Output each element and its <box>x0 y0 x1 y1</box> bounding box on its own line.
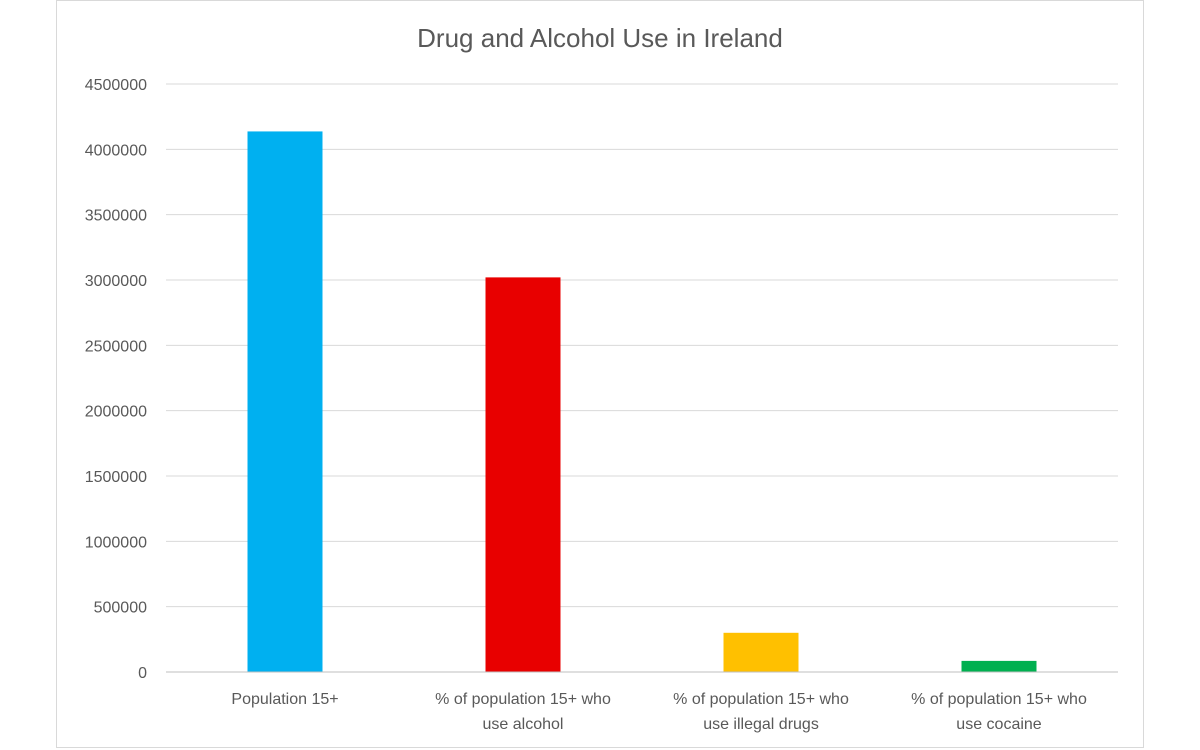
chart-title: Drug and Alcohol Use in Ireland <box>417 23 783 53</box>
x-category-label-line: % of population 15+ who <box>435 691 611 708</box>
y-tick-label: 2000000 <box>85 404 147 421</box>
bar <box>961 660 1037 672</box>
x-category-label: Population 15+ <box>231 691 338 708</box>
x-category-label-line: Population 15+ <box>231 691 338 708</box>
y-tick-label: 1500000 <box>85 469 147 486</box>
bar <box>723 632 799 672</box>
y-tick-label: 1000000 <box>85 534 147 551</box>
x-category-label: % of population 15+ who use cocaine <box>911 691 1087 733</box>
x-category-label-line: % of population 15+ who <box>673 691 849 708</box>
chart-frame <box>56 0 1144 748</box>
y-tick-label: 3000000 <box>85 273 147 290</box>
y-axis-tick-labels: 0 500000 1000000 1500000 2000000 2500000 30000… <box>85 77 147 682</box>
gridlines <box>166 83 1118 608</box>
y-tick-label: 0 <box>138 665 147 682</box>
x-category-label-line: % of population 15+ who <box>911 691 1087 708</box>
bar <box>247 131 323 672</box>
x-category-label-line: use alcohol <box>483 716 564 733</box>
x-axis-category-labels: Population 15+ % of population 15+ who use… <box>231 691 1087 733</box>
y-tick-label: 2500000 <box>85 338 147 355</box>
y-tick-label: 3500000 <box>85 208 147 225</box>
bars <box>247 131 1037 672</box>
y-tick-label: 4500000 <box>85 77 147 94</box>
x-category-label: % of population 15+ who use alcohol <box>435 691 611 733</box>
y-tick-label: 500000 <box>94 600 147 617</box>
bar <box>485 277 561 672</box>
x-category-label: % of population 15+ who use illegal drugs <box>673 691 849 733</box>
x-category-label-line: use illegal drugs <box>703 716 819 733</box>
x-category-label-line: use cocaine <box>956 716 1041 733</box>
y-tick-label: 4000000 <box>85 142 147 159</box>
